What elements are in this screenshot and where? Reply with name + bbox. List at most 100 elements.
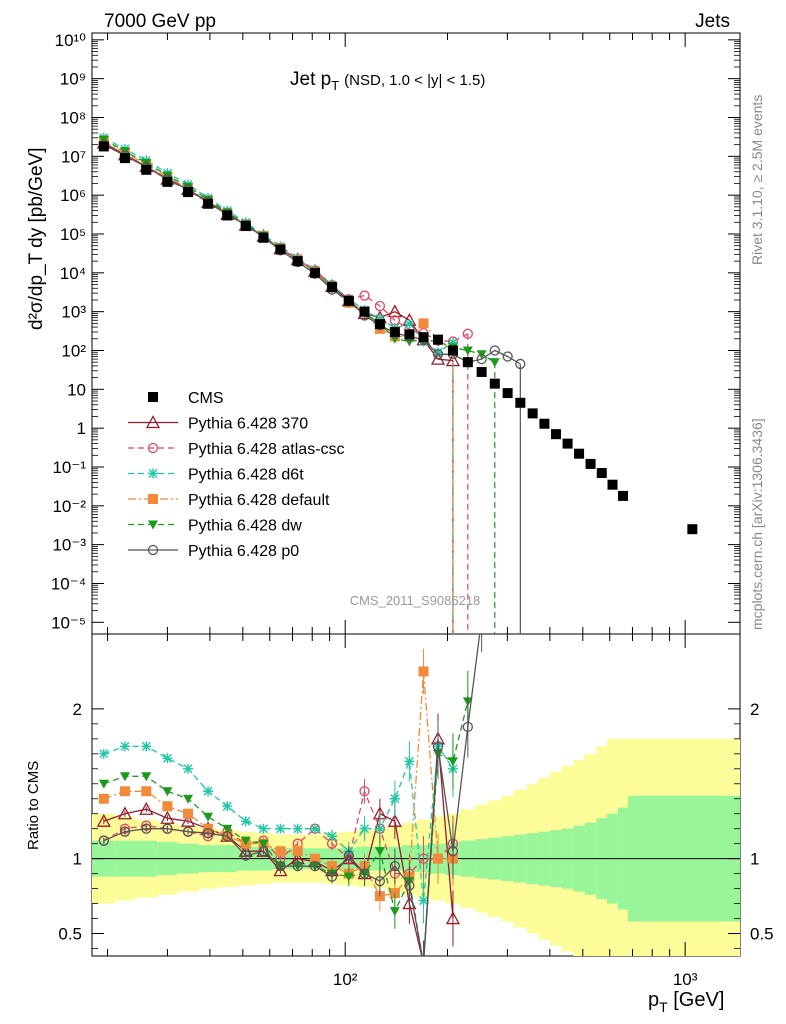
series-6 xyxy=(98,139,526,634)
plot-title: Jet pT (NSD, 1.0 < |y| < 1.5) xyxy=(290,69,485,93)
legend-marker xyxy=(148,494,158,504)
legend-label: Pythia 6.428 default xyxy=(188,492,330,509)
ratio-point xyxy=(240,850,251,861)
ratio-point xyxy=(258,823,269,834)
data-point xyxy=(374,300,386,312)
ratio-point xyxy=(162,787,173,797)
ratio-point xyxy=(119,786,130,797)
ratio-point xyxy=(240,836,251,846)
y-tick-label: 10¹⁰ xyxy=(55,31,87,50)
data-point xyxy=(240,221,251,232)
data-point xyxy=(389,326,400,337)
plot-title-sub: T xyxy=(331,78,339,93)
ratio-point xyxy=(203,786,214,797)
data-point xyxy=(374,313,385,324)
ratio-tick-label: 0.5 xyxy=(58,925,82,944)
ratio-point xyxy=(418,957,430,968)
x-axis-label-main: p xyxy=(648,989,659,1011)
data-point xyxy=(462,328,473,339)
data-point xyxy=(418,332,429,343)
ratio-point xyxy=(359,786,370,797)
ratio-point xyxy=(374,847,385,857)
data-point xyxy=(551,429,562,440)
legend-item: Pythia 6.428 370 xyxy=(128,415,308,433)
ratio-point xyxy=(462,721,473,733)
ratio-axis-label: Ratio to CMS xyxy=(25,761,42,850)
legend-item: Pythia 6.428 default xyxy=(128,492,330,509)
data-point xyxy=(476,353,487,365)
ratio-point xyxy=(141,823,152,834)
ratio-point xyxy=(432,853,443,864)
header-left: 7000 GeV pp xyxy=(104,11,216,32)
ratio-point xyxy=(160,810,175,824)
ratio-point xyxy=(183,794,194,804)
ratio-tick-label-right: 2 xyxy=(750,700,759,719)
ratio-point xyxy=(117,806,133,820)
ratio-point xyxy=(389,907,400,917)
series-0 xyxy=(98,141,698,535)
y-tick-label: 10⁻⁴ xyxy=(51,574,86,593)
y-tick-label: 1 xyxy=(77,419,86,438)
ratio-point xyxy=(374,875,386,887)
ratio-point xyxy=(359,823,370,834)
legend-marker xyxy=(148,520,158,530)
data-point xyxy=(183,187,194,198)
ratio-point xyxy=(418,895,429,906)
ratio-point xyxy=(419,959,428,968)
data-point xyxy=(119,153,130,164)
ratio-point xyxy=(292,860,303,872)
legend-label: Pythia 6.428 p0 xyxy=(188,543,299,560)
data-point xyxy=(359,290,370,301)
legend-marker xyxy=(148,392,158,402)
ratio-point xyxy=(240,816,251,827)
ratio-point xyxy=(327,861,338,872)
ratio-point xyxy=(419,959,429,968)
data-point xyxy=(343,295,354,306)
data-point xyxy=(618,490,629,501)
data-point xyxy=(404,319,415,330)
ratio-point xyxy=(182,826,194,837)
data-point xyxy=(162,176,173,187)
ratio-point xyxy=(418,666,429,677)
data-point xyxy=(539,418,550,429)
legend-item: Pythia 6.428 dw xyxy=(128,518,302,535)
data-point xyxy=(258,232,269,243)
ratio-point xyxy=(162,801,173,812)
ratio-point xyxy=(141,772,152,782)
y-tick-label: 10⁻¹ xyxy=(52,458,86,477)
ratio-point xyxy=(389,793,400,804)
ratio-point xyxy=(98,779,109,789)
legend: CMS Pythia 6.428 370 Pythia 6.428 atlas-cs… xyxy=(128,390,345,560)
y-tick-label: 10⁻³ xyxy=(52,536,86,555)
main-axis-ticks: 10⁻⁵10⁻⁴10⁻³10⁻²10⁻¹11010²10³10⁴10⁵10⁶10… xyxy=(51,31,740,989)
legend-item: CMS xyxy=(148,390,224,407)
legend-label: Pythia 6.428 370 xyxy=(188,416,308,433)
data-point xyxy=(462,346,473,356)
data-point xyxy=(359,306,370,317)
data-point xyxy=(141,164,152,175)
ratio-point xyxy=(309,823,320,834)
legend-marker xyxy=(147,442,159,454)
header-right: Jets xyxy=(695,11,730,32)
data-point xyxy=(432,334,443,345)
ratio-point xyxy=(447,846,459,857)
ratio-point xyxy=(309,860,321,872)
y-tick-label: 10⁻² xyxy=(52,497,86,516)
ratio-point xyxy=(222,831,233,842)
data-point xyxy=(502,351,513,362)
ratio-tick-label-right: 0.5 xyxy=(750,925,774,944)
ratio-point xyxy=(203,812,214,822)
ratio-point xyxy=(292,823,303,834)
plot-title-detail: (NSD, 1.0 < |y| < 1.5) xyxy=(344,72,485,89)
legend-item: Pythia 6.428 d6t xyxy=(128,467,304,484)
data-point xyxy=(489,345,500,356)
data-point xyxy=(607,479,618,490)
y-tick-label: 10⁴ xyxy=(60,264,86,283)
ratio-point xyxy=(309,853,320,864)
data-point xyxy=(404,329,415,340)
ratio-point xyxy=(258,839,269,849)
ratio-point xyxy=(202,828,214,839)
ratio-point xyxy=(445,911,461,925)
ratio-point xyxy=(180,813,196,827)
ratio-point xyxy=(477,615,486,624)
